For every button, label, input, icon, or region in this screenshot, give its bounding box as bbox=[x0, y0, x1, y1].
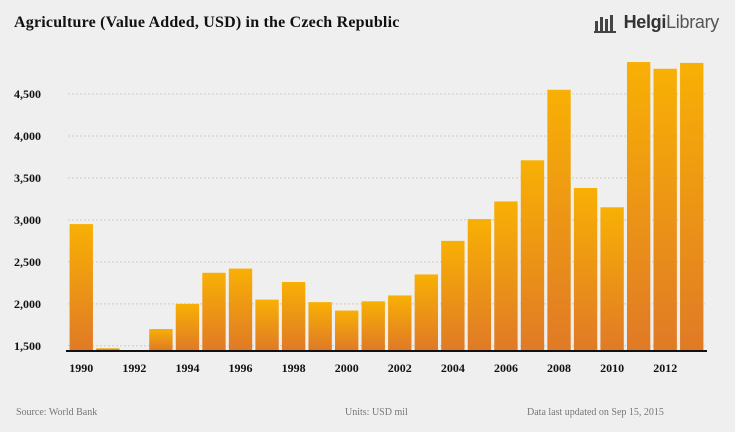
helgi-library-logo[interactable]: HelgiLibrary bbox=[593, 12, 720, 33]
bar-2002 bbox=[388, 295, 412, 350]
bar-2013 bbox=[680, 62, 704, 350]
x-tick-label: 2002 bbox=[388, 361, 412, 375]
source-note: Source: World Bank bbox=[16, 407, 98, 418]
x-tick-label: 1998 bbox=[282, 361, 306, 375]
y-tick-label: 2,000 bbox=[14, 297, 41, 311]
x-tick-label: 1990 bbox=[69, 361, 93, 375]
bar-2003 bbox=[414, 274, 438, 350]
x-tick-label: 2004 bbox=[441, 361, 465, 375]
bar-2006 bbox=[494, 201, 518, 350]
bar-2005 bbox=[467, 219, 492, 350]
x-axis-tick-labels: 1990 1992 1994 1996 1998 2000 2002 2004 2006 2008… bbox=[69, 361, 677, 375]
bar-1996 bbox=[228, 268, 253, 350]
bar-2007 bbox=[520, 160, 545, 350]
y-axis-tick-labels: 1,500 2,000 2,500 3,000 3,500 4,000 4,500 bbox=[14, 87, 41, 353]
bar-2010 bbox=[600, 207, 624, 350]
bar-2011 bbox=[626, 62, 651, 350]
x-tick-label: 1996 bbox=[229, 361, 253, 375]
x-tick-label: 1994 bbox=[175, 361, 199, 375]
bar-chart-logo-icon bbox=[593, 14, 616, 33]
x-tick-label: 2000 bbox=[335, 361, 359, 375]
logo-wordmark: HelgiLibrary bbox=[623, 12, 720, 33]
y-tick-label: 3,000 bbox=[14, 213, 41, 227]
units-note: Units: USD mil bbox=[345, 407, 408, 418]
bar-2001 bbox=[361, 301, 385, 350]
bar-1990 bbox=[69, 224, 93, 350]
bar-1997 bbox=[255, 299, 279, 350]
bar-2009 bbox=[573, 187, 598, 350]
bar-2004 bbox=[441, 240, 465, 350]
x-tick-label: 1992 bbox=[122, 361, 146, 375]
bar-1999 bbox=[308, 302, 332, 350]
logo-wordmark-bold: Helgi bbox=[623, 12, 667, 32]
chart-title: Agriculture (Value Added, USD) in the Cz… bbox=[14, 14, 400, 31]
logo-wordmark-rest: Library bbox=[666, 12, 719, 32]
bar-2012 bbox=[653, 68, 677, 350]
x-tick-label: 2010 bbox=[600, 361, 624, 375]
y-tick-label: 3,500 bbox=[14, 171, 41, 185]
x-tick-label: 2008 bbox=[547, 361, 571, 375]
y-tick-label: 1,500 bbox=[14, 339, 41, 353]
bar-1991 bbox=[96, 348, 120, 350]
x-tick-label: 2006 bbox=[494, 361, 518, 375]
bar-1994 bbox=[175, 303, 200, 350]
bar-1993 bbox=[149, 329, 173, 350]
bar-2000 bbox=[335, 310, 359, 350]
bar-1998 bbox=[281, 282, 306, 350]
y-tick-label: 2,500 bbox=[14, 255, 41, 269]
y-tick-label: 4,500 bbox=[14, 87, 41, 101]
x-tick-label: 2012 bbox=[653, 361, 677, 375]
bars bbox=[69, 62, 704, 351]
bar-1995 bbox=[202, 272, 226, 350]
y-tick-label: 4,000 bbox=[14, 129, 41, 143]
last-updated-note: Data last updated on Sep 15, 2015 bbox=[527, 407, 664, 418]
bar-2008 bbox=[547, 89, 571, 351]
